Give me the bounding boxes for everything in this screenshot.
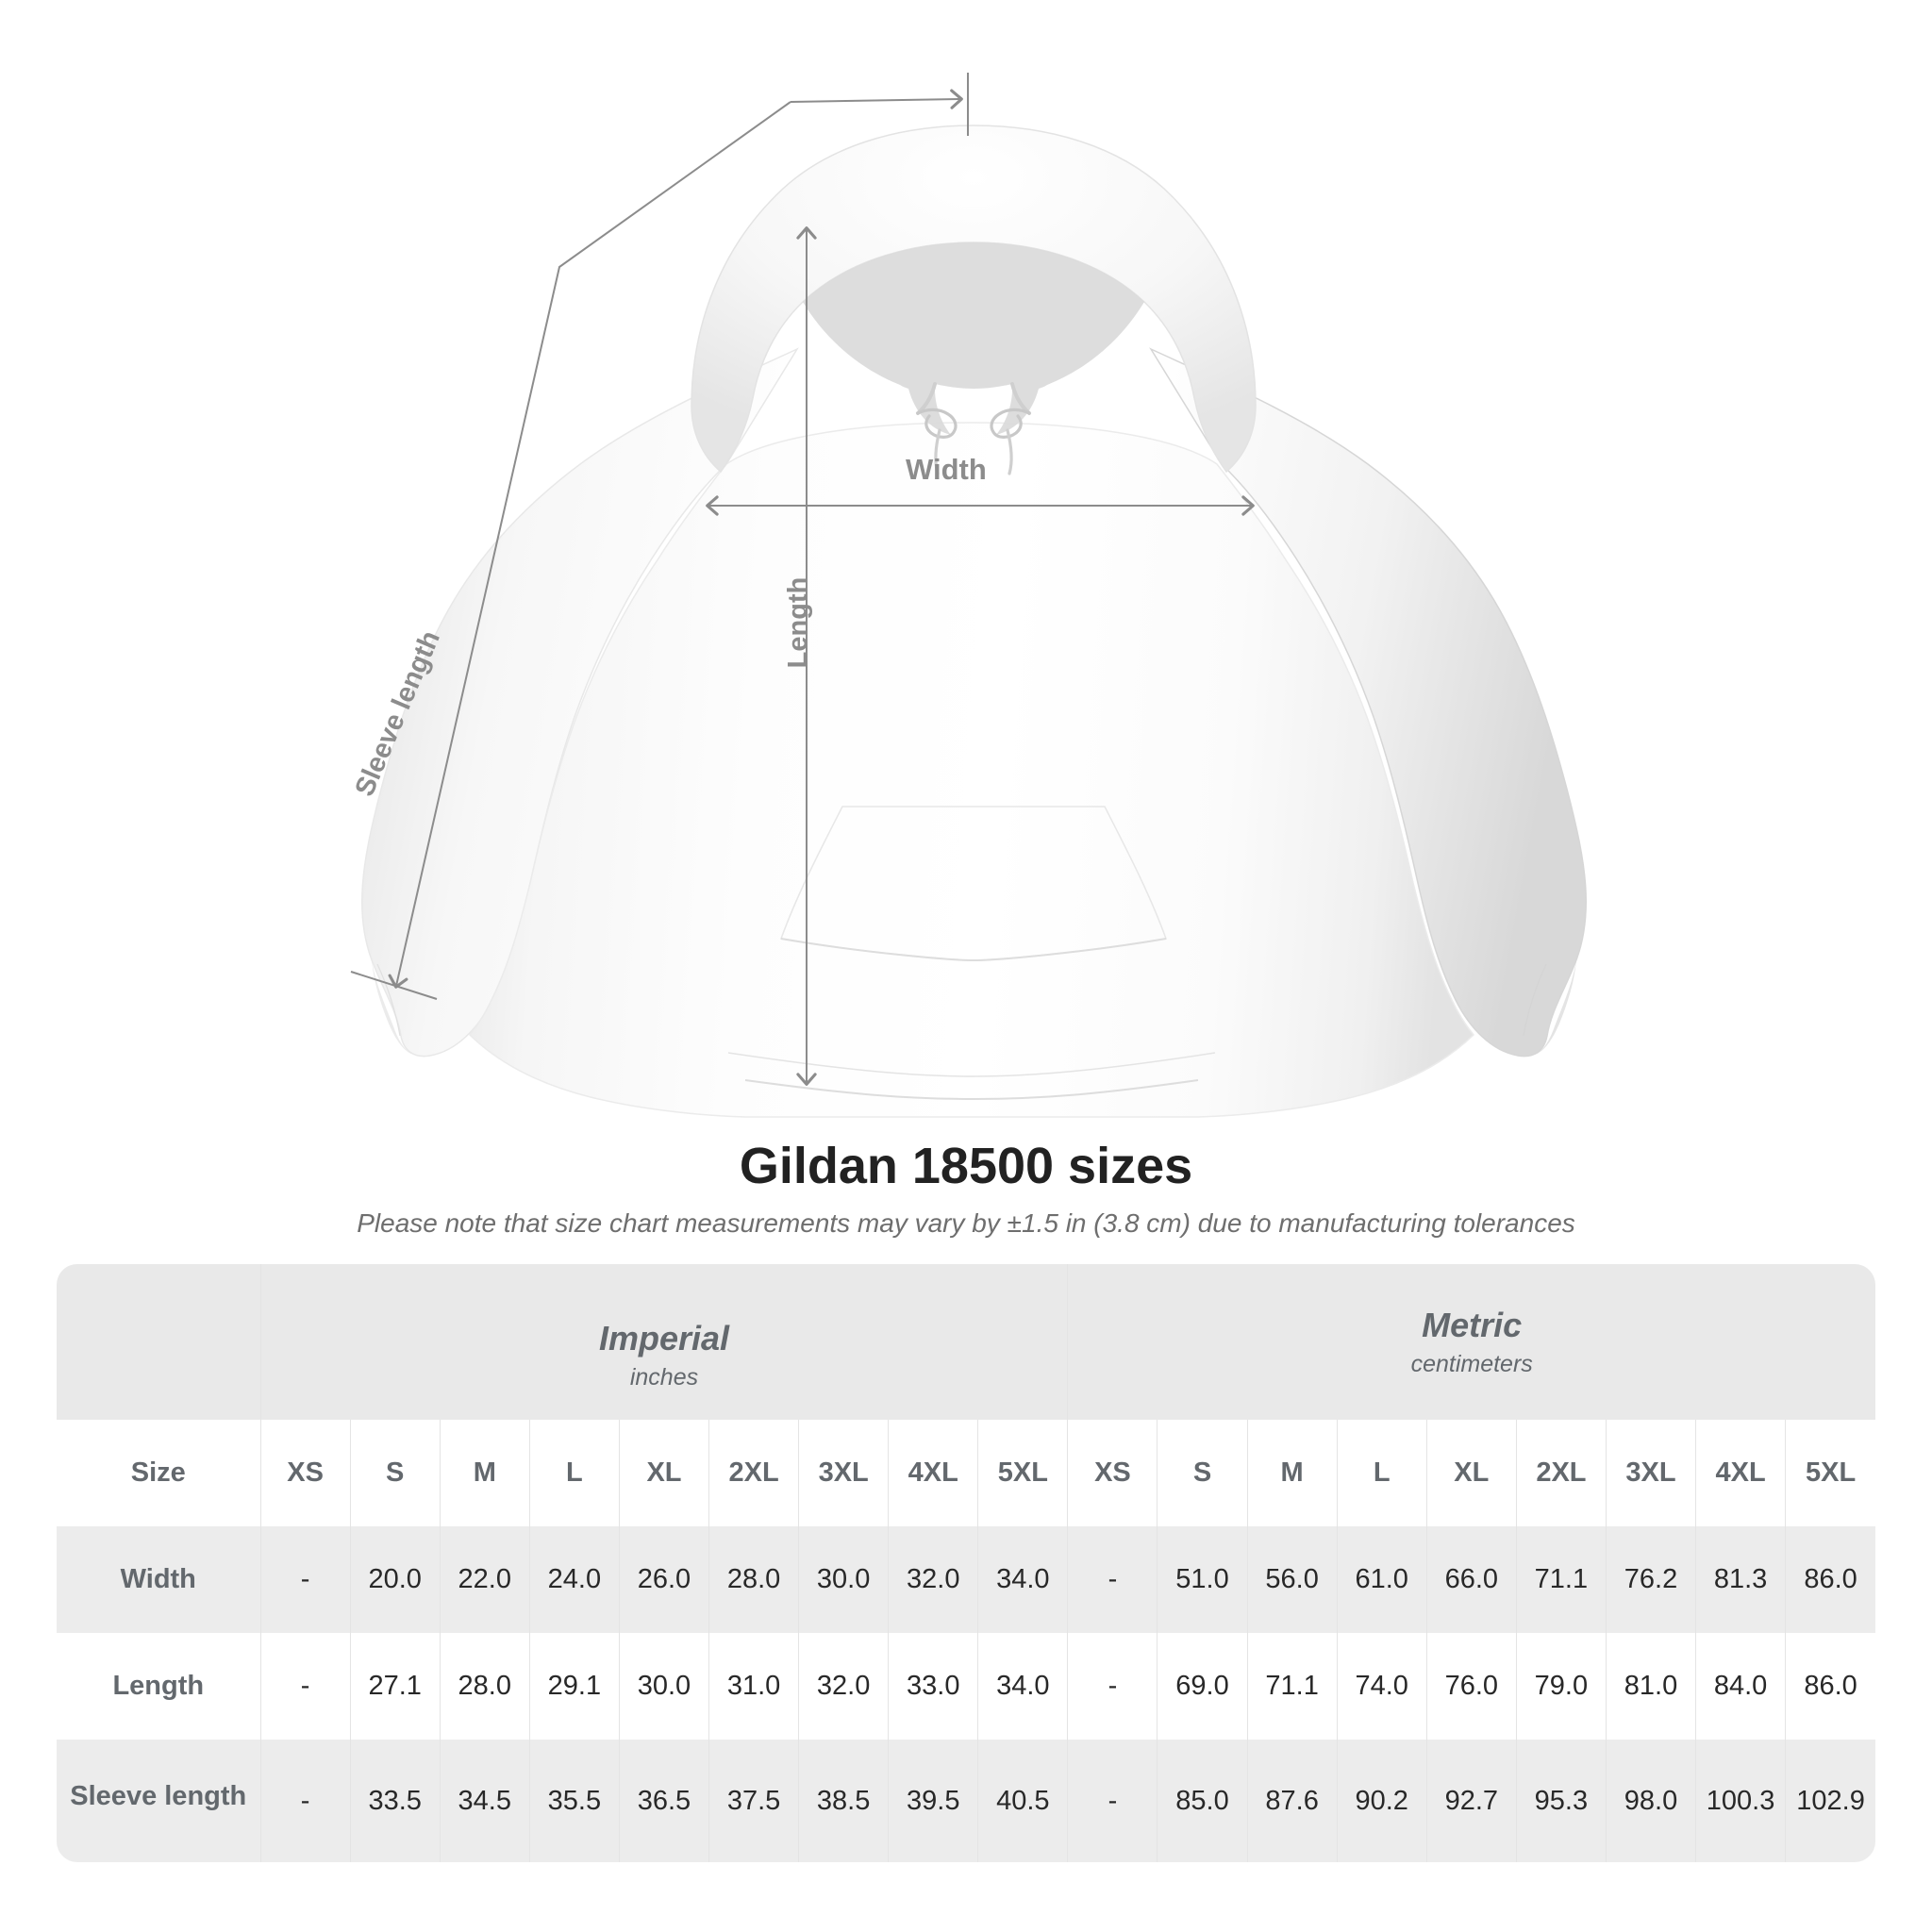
svg-text:Width: Width — [906, 453, 987, 486]
svg-text:Length: Length — [783, 577, 813, 669]
